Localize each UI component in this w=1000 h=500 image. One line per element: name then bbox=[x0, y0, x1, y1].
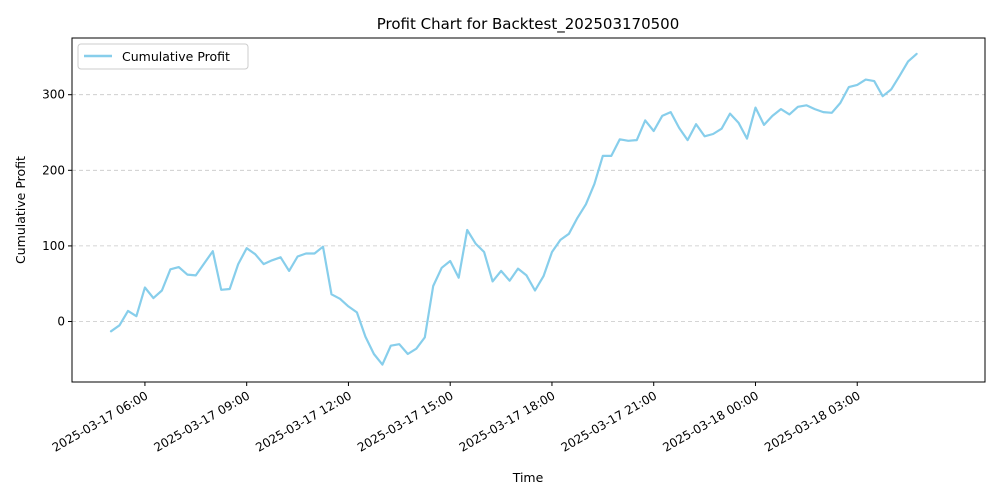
legend-label-cumulative-profit: Cumulative Profit bbox=[122, 49, 230, 64]
y-tick-label: 100 bbox=[42, 239, 65, 253]
series-layer bbox=[109, 52, 918, 366]
gridlines bbox=[72, 94, 985, 322]
legend: Cumulative Profit bbox=[77, 43, 249, 70]
y-tick-label: 200 bbox=[42, 163, 65, 177]
y-axis-ticks: 0 100 200 300 bbox=[42, 88, 72, 329]
y-axis-label: Cumulative Profit bbox=[13, 156, 28, 264]
chart-title: Profit Chart for Backtest_202503170500 bbox=[377, 15, 680, 34]
x-axis-label: Time bbox=[512, 470, 544, 485]
y-tick-label: 300 bbox=[42, 88, 65, 102]
y-tick-label: 0 bbox=[57, 315, 65, 329]
plot-area-frame bbox=[71, 37, 986, 383]
legend-box bbox=[77, 43, 249, 70]
series-line-cumulative-profit bbox=[109, 52, 918, 366]
